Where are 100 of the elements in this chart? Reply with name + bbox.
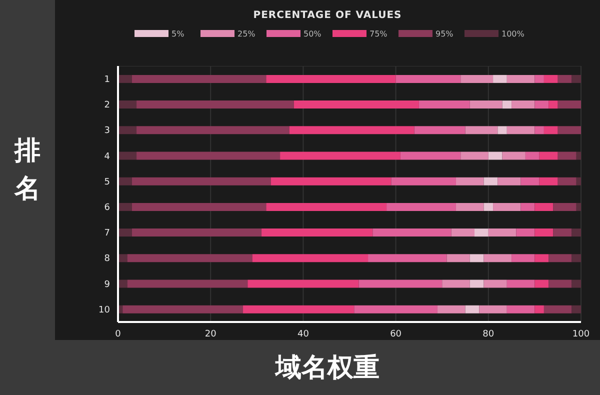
bar (266, 202, 387, 211)
bar (516, 228, 535, 237)
bar (484, 177, 498, 186)
bar (391, 177, 456, 186)
bar (470, 100, 502, 109)
bar (136, 100, 294, 109)
bar (118, 100, 137, 109)
bar (132, 177, 271, 186)
bar (451, 228, 475, 237)
bar (270, 177, 392, 186)
x-tick-label: 100 (572, 329, 590, 340)
bar (132, 202, 266, 211)
bar (479, 305, 507, 314)
bar (470, 254, 484, 262)
bar (558, 177, 576, 186)
bar (354, 305, 438, 314)
y-tick-label: 5 (104, 177, 110, 188)
bar (498, 177, 521, 186)
y-tick-label: 1 (104, 74, 110, 85)
bar (512, 100, 535, 109)
bar (502, 100, 512, 109)
bar (572, 305, 581, 314)
bar (512, 254, 535, 262)
bar (534, 100, 549, 109)
bar (372, 228, 452, 237)
bar (460, 152, 488, 160)
bar (484, 280, 507, 288)
bar (118, 254, 128, 262)
bar (262, 228, 373, 237)
bar (572, 254, 581, 262)
bar (118, 228, 132, 237)
bar (460, 74, 494, 83)
bar (576, 152, 581, 160)
legend-label: 100% (502, 30, 525, 38)
y-axis-title: 排名 (14, 135, 40, 206)
bar (558, 100, 581, 109)
bar (572, 74, 581, 83)
bar (548, 254, 572, 262)
y-tick-label: 2 (104, 100, 110, 111)
bar (506, 74, 535, 83)
bar (252, 254, 368, 262)
bar (506, 305, 535, 314)
y-tick-label: 10 (98, 305, 110, 316)
bar (118, 280, 128, 288)
bar (539, 177, 558, 186)
x-tick-label: 0 (115, 329, 122, 340)
bar (534, 305, 544, 314)
bar (488, 228, 516, 237)
bar (386, 202, 456, 211)
x-tick-label: 80 (482, 329, 494, 340)
bar (539, 152, 558, 160)
bar (576, 177, 581, 186)
bar (493, 202, 521, 211)
bar (456, 177, 484, 186)
bar (525, 152, 540, 160)
bar (558, 152, 576, 160)
bar (243, 305, 354, 314)
bar (506, 126, 535, 134)
bar (418, 100, 470, 109)
bar (544, 126, 558, 134)
bar (520, 177, 540, 186)
bar (266, 74, 396, 83)
bar (534, 280, 549, 288)
bar (558, 126, 581, 134)
bar (534, 202, 554, 211)
bar (576, 202, 581, 211)
y-tick-label: 8 (104, 254, 110, 264)
bar (289, 126, 414, 134)
x-tick-label: 60 (390, 329, 402, 340)
bar (484, 202, 494, 211)
bar (474, 228, 488, 237)
bar (520, 202, 535, 211)
bar (572, 228, 581, 237)
bar (294, 100, 419, 109)
bar (548, 280, 572, 288)
bar (553, 202, 576, 211)
bar (358, 280, 442, 288)
bar (136, 126, 290, 134)
bar (548, 100, 558, 109)
legend-label: 75% (370, 30, 388, 38)
bar (470, 280, 484, 288)
bar (280, 152, 400, 160)
bar (118, 202, 132, 211)
bar (484, 254, 512, 262)
bar (118, 74, 132, 83)
bar (534, 126, 544, 134)
bar (248, 280, 359, 288)
bar (465, 126, 498, 134)
bar (118, 177, 132, 186)
y-tick-label: 9 (104, 280, 110, 290)
y-tick-label: 7 (104, 228, 110, 239)
y-tick-label: 4 (104, 152, 110, 162)
bar (493, 74, 507, 83)
y-tick-label: 3 (104, 126, 110, 136)
bar (558, 74, 572, 83)
bar (534, 254, 549, 262)
y-tick-label: 6 (104, 202, 110, 213)
bar (465, 305, 480, 314)
bar (544, 74, 558, 83)
bar (136, 152, 280, 160)
